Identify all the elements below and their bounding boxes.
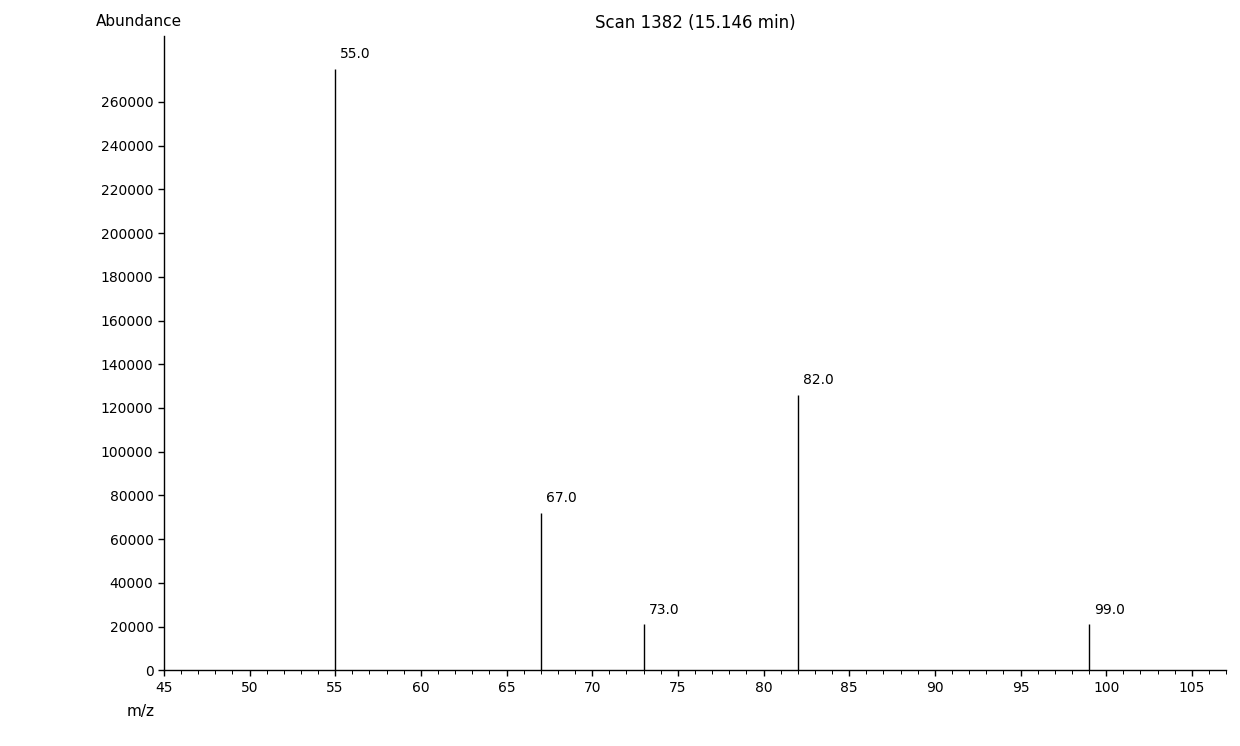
Text: 67.0: 67.0 [546, 492, 577, 505]
Text: Abundance: Abundance [95, 13, 182, 29]
Text: m/z: m/z [126, 704, 155, 719]
Text: 99.0: 99.0 [1094, 603, 1125, 617]
Text: 73.0: 73.0 [649, 603, 680, 617]
Text: 55.0: 55.0 [340, 47, 371, 61]
Text: 82.0: 82.0 [804, 373, 833, 387]
Title: Scan 1382 (15.146 min): Scan 1382 (15.146 min) [595, 14, 795, 32]
